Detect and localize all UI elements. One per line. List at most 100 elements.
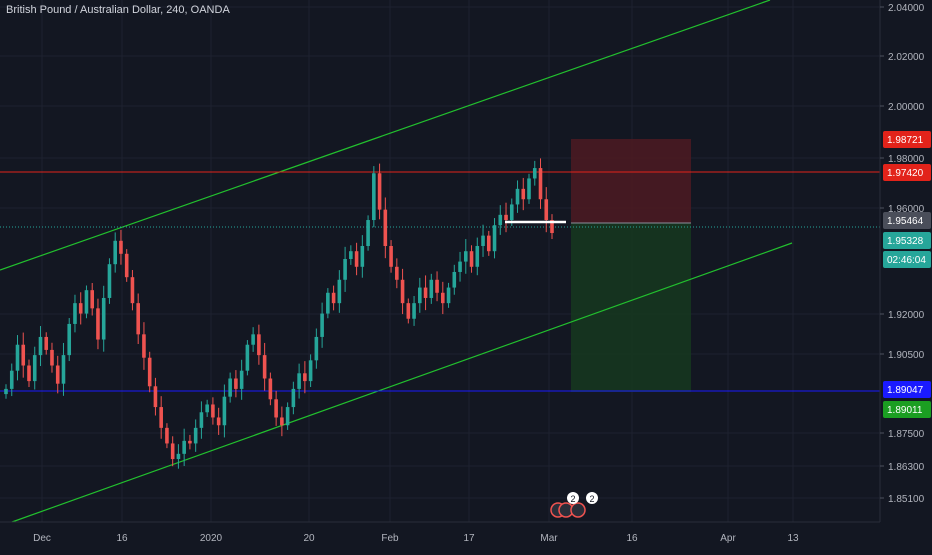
- candle: [234, 370, 238, 398]
- candle-body: [44, 336, 49, 350]
- stop-loss-zone: [571, 139, 691, 223]
- candle: [38, 326, 43, 367]
- candle: [366, 215, 370, 251]
- candle: [429, 273, 434, 304]
- candle-body: [509, 204, 514, 221]
- candle: [32, 346, 37, 390]
- price-axis-background: [880, 0, 932, 550]
- candle: [406, 298, 411, 324]
- price-label: 1.89011: [883, 401, 931, 418]
- y-tick-label: 1.92000: [888, 310, 925, 321]
- candle: [326, 288, 330, 319]
- candle-body: [9, 370, 14, 389]
- candle-body: [170, 443, 175, 460]
- candle-body: [504, 214, 508, 221]
- candle: [211, 397, 215, 425]
- candle-body: [446, 287, 451, 304]
- x-tick-label: Feb: [381, 533, 399, 544]
- candle: [463, 239, 468, 274]
- candle: [262, 342, 267, 391]
- y-tick-label: 1.96000: [888, 204, 925, 215]
- price-label-text: 1.89011: [887, 405, 923, 416]
- candle-body: [216, 417, 221, 426]
- price-label-bg: [883, 401, 931, 418]
- y-tick-label: 1.85100: [888, 494, 925, 505]
- candle: [55, 355, 60, 394]
- candle: [544, 187, 549, 233]
- candle-body: [165, 427, 169, 444]
- x-tick-label: 17: [463, 533, 475, 544]
- candle: [4, 384, 8, 399]
- candle-body: [463, 251, 468, 262]
- candle-body: [107, 264, 112, 298]
- price-label: 1.95464: [883, 212, 931, 229]
- candle-body: [406, 303, 411, 319]
- price-label-bg: [883, 232, 931, 249]
- candle-body: [222, 396, 227, 426]
- y-tick-label: 1.98000: [888, 154, 925, 165]
- x-tick-label: 16: [626, 533, 638, 544]
- candle: [165, 423, 169, 449]
- candle-body: [27, 365, 31, 382]
- candle: [418, 277, 422, 313]
- candle: [90, 282, 95, 316]
- candle: [176, 444, 181, 469]
- candle-body: [435, 279, 439, 293]
- candle-body: [159, 407, 163, 428]
- candle: [96, 298, 100, 350]
- candle: [331, 285, 336, 311]
- candle-body: [395, 266, 399, 280]
- candle: [550, 214, 554, 239]
- candle: [245, 340, 250, 376]
- y-tick-label: 1.87500: [888, 429, 925, 440]
- candle: [285, 402, 290, 430]
- y-tick-label: 2.04000: [888, 3, 925, 14]
- candle: [113, 232, 117, 273]
- candle: [147, 351, 152, 393]
- candle-body: [280, 417, 284, 426]
- candle: [268, 372, 273, 406]
- candle-body: [101, 297, 106, 340]
- candle-body: [372, 173, 376, 221]
- candle-body: [193, 427, 198, 444]
- candle: [337, 270, 342, 313]
- candle-body: [492, 225, 497, 252]
- candle: [412, 295, 416, 326]
- candle-body: [418, 287, 422, 304]
- y-tick-label: 1.86300: [888, 462, 925, 473]
- price-label-bg: [883, 131, 931, 148]
- candle-body: [78, 303, 83, 314]
- candle: [280, 406, 284, 437]
- candle: [538, 158, 543, 209]
- candle-body: [268, 378, 273, 400]
- candle: [475, 237, 480, 276]
- price-label: 02:46:04: [883, 251, 931, 268]
- candle-body: [251, 334, 255, 345]
- price-axis: 2.04000 2.02000 2.00000 1.98000 1.96000 1.920…: [879, 0, 932, 550]
- candle: [101, 285, 106, 352]
- price-label-text: 02:46:04: [887, 255, 926, 266]
- candle-body: [377, 173, 382, 210]
- y-tick-label: 1.90500: [888, 350, 925, 361]
- candle-body: [481, 235, 485, 247]
- candle: [377, 163, 382, 220]
- x-tick-label: Mar: [540, 533, 558, 544]
- candle-body: [412, 303, 416, 319]
- candle-body: [84, 290, 89, 314]
- price-label: 1.95328: [883, 232, 931, 249]
- candle-body: [303, 373, 307, 382]
- candle-body: [366, 220, 370, 247]
- candle: [274, 390, 278, 426]
- event-badge-count: 2: [589, 494, 594, 504]
- candle: [21, 332, 26, 378]
- time-axis: Dec 16 2020 20 Feb 17 Mar 16 Apr 13: [0, 521, 880, 544]
- candle: [383, 197, 388, 259]
- event-icon: [570, 502, 586, 518]
- candle-body: [389, 246, 393, 267]
- candle: [504, 202, 508, 233]
- channel-upper-line: [0, 0, 771, 271]
